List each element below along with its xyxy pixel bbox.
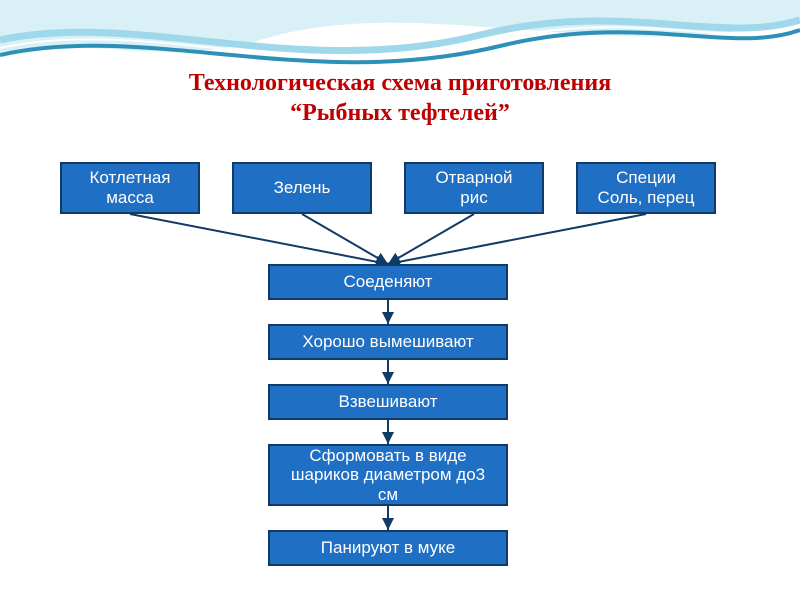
slide-root: Технологическая схема приготовления “Рыб… (0, 0, 800, 600)
flow-node-n2: Зелень (232, 162, 372, 214)
slide-title: Технологическая схема приготовления “Рыб… (0, 68, 800, 128)
title-line1: Технологическая схема приготовления (189, 70, 611, 96)
flow-node-n5: Соеденяют (268, 264, 508, 300)
edge-n4-n5 (388, 214, 646, 264)
flow-node-n7: Взвешивают (268, 384, 508, 420)
title-line2: “Рыбных тефтелей” (290, 100, 510, 126)
flow-node-n1: Котлетнаямасса (60, 162, 200, 214)
flow-node-n8: Сформовать в видешариков диаметром до3см (268, 444, 508, 506)
flow-node-n4: СпецииСоль, перец (576, 162, 716, 214)
edge-n1-n5 (130, 214, 388, 264)
flow-node-n6: Хорошо вымешивают (268, 324, 508, 360)
edge-n2-n5 (302, 214, 388, 264)
flow-node-n3: Отварнойрис (404, 162, 544, 214)
flow-node-n9: Панируют в муке (268, 530, 508, 566)
edge-n3-n5 (388, 214, 474, 264)
